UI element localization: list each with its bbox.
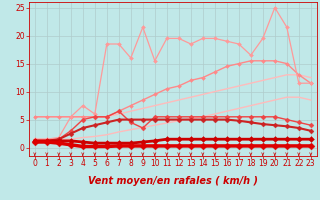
X-axis label: Vent moyen/en rafales ( km/h ): Vent moyen/en rafales ( km/h ): [88, 176, 258, 186]
